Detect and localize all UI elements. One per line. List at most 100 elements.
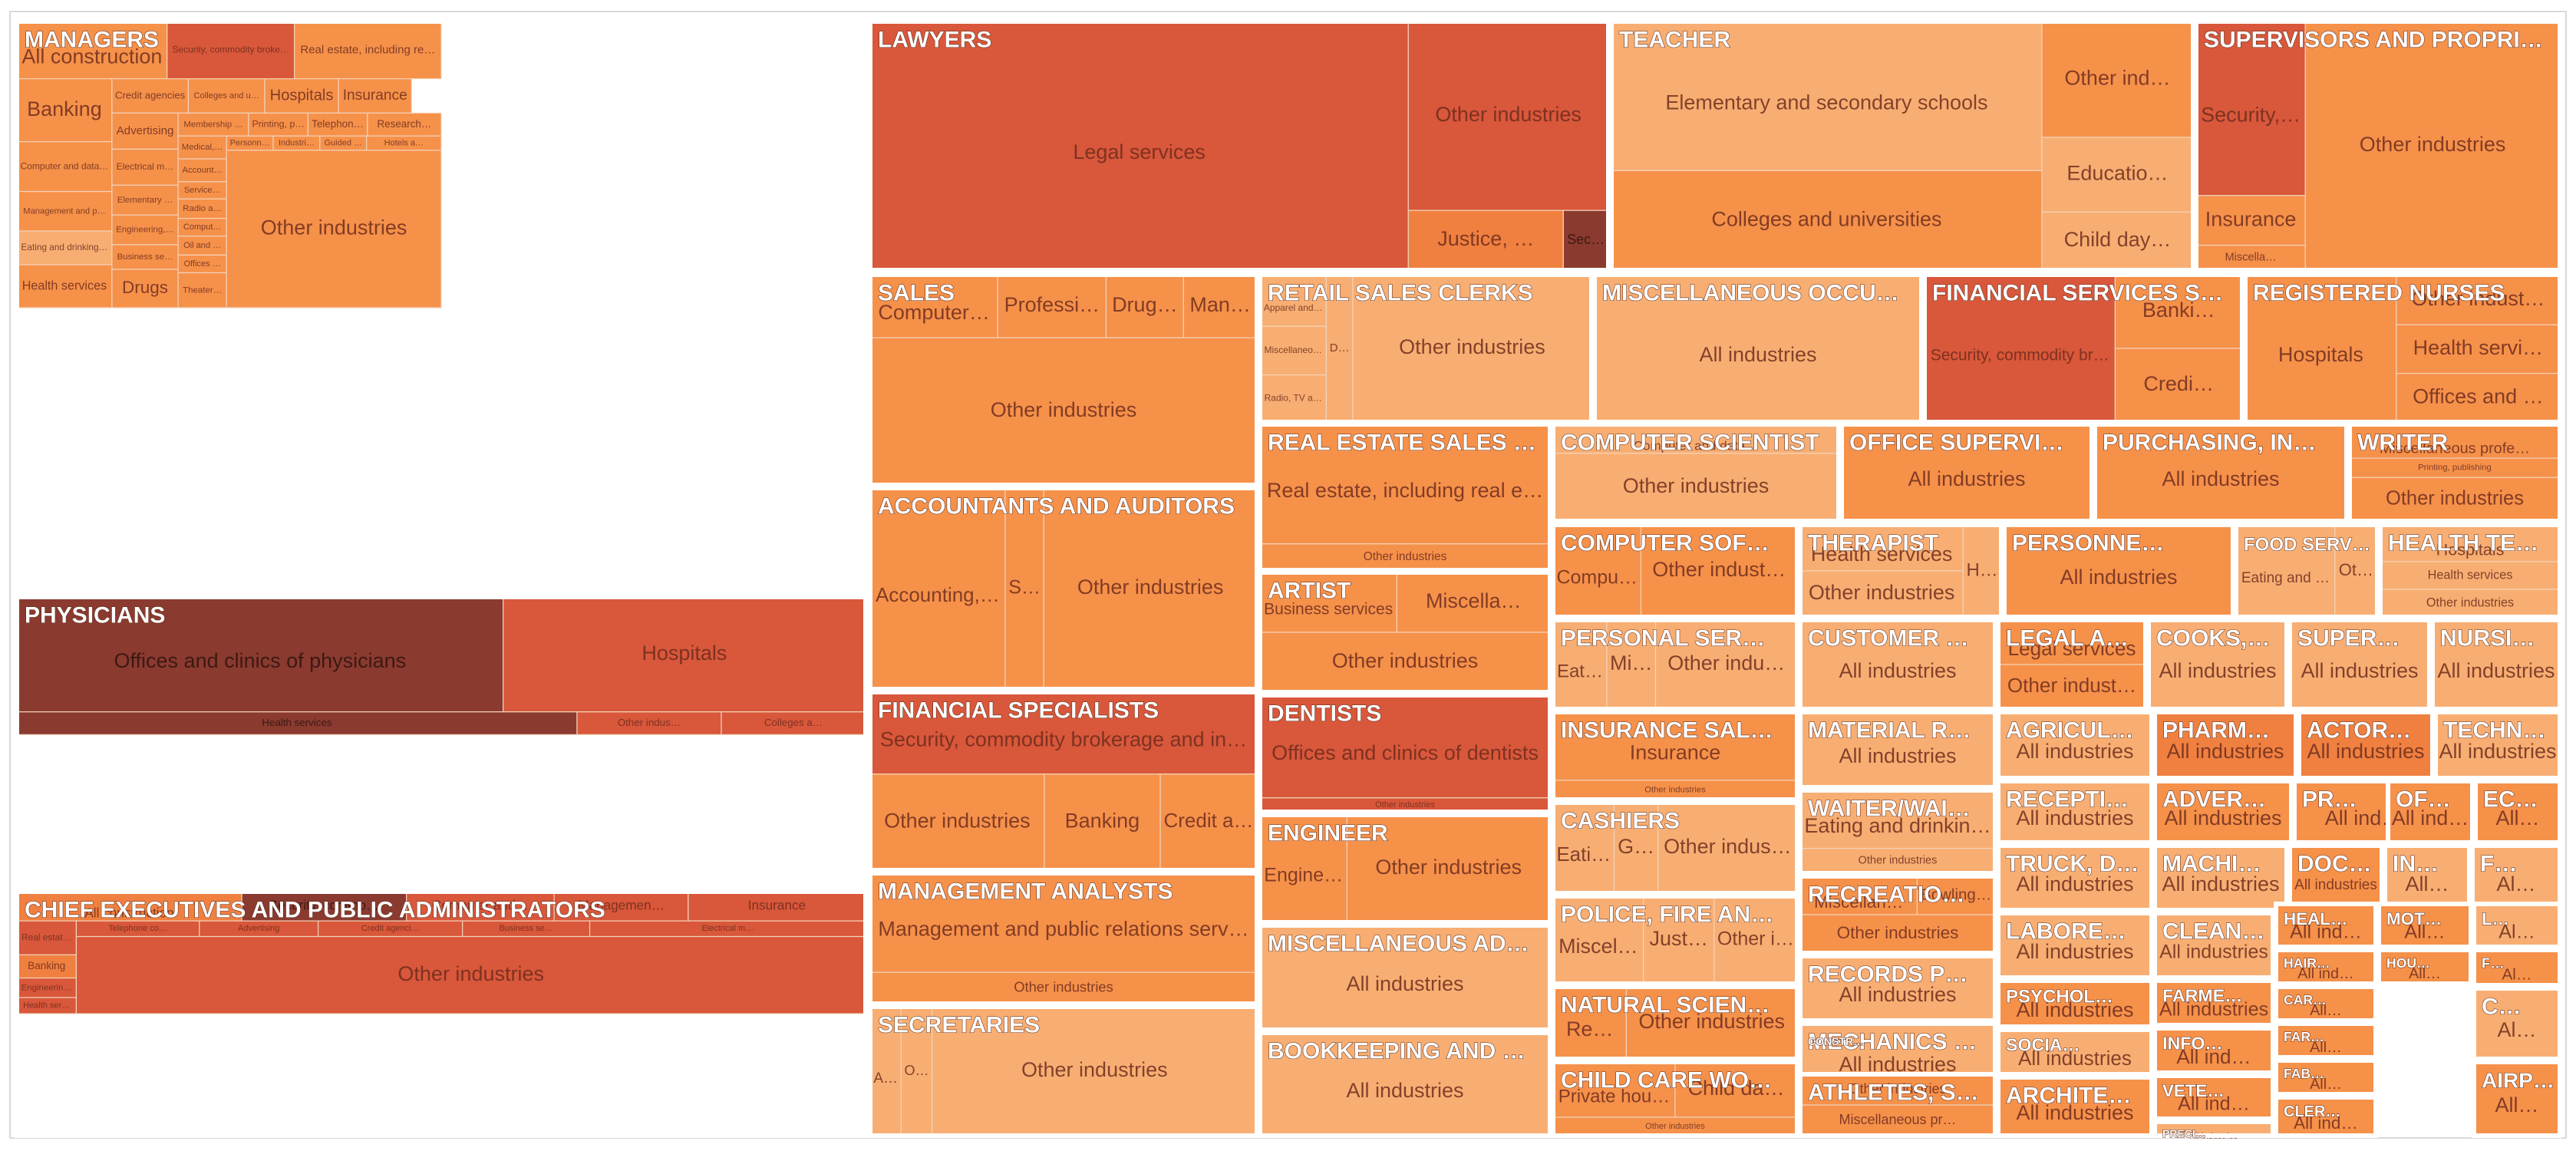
treemap-cell-health-services[interactable] (16, 711, 578, 735)
treemap-cell-man[interactable] (1182, 274, 1258, 338)
treemap-cell-health-services[interactable] (1799, 524, 1964, 572)
treemap-cell-all-industries[interactable] (2298, 711, 2433, 779)
treemap-cell-managemen[interactable] (553, 891, 689, 922)
treemap-cell-banking[interactable] (16, 954, 78, 979)
treemap-cell-other-industries[interactable] (2380, 589, 2561, 618)
treemap-cell-ot[interactable] (2334, 524, 2378, 618)
treemap-cell-electrical-m[interactable] (111, 148, 179, 186)
treemap-cell-s[interactable] (1004, 487, 1044, 690)
treemap-cell-security-commo[interactable] (241, 891, 407, 922)
treemap-cell-theater[interactable] (177, 272, 227, 308)
treemap-cell-other-indust[interactable] (1997, 664, 2146, 710)
treemap-cell-other-industries[interactable] (1259, 632, 1551, 693)
treemap-cell-accounting[interactable] (869, 487, 1006, 690)
treemap-cell-colleges-and-universities[interactable] (1611, 170, 2043, 271)
treemap-cell-other-industries[interactable] (1799, 1073, 1996, 1106)
treemap-cell-other-industries[interactable] (226, 150, 442, 308)
treemap-cell-real-estate-including-re[interactable] (294, 21, 442, 80)
treemap-cell-credi[interactable] (2114, 348, 2243, 423)
treemap-cell-all-industries[interactable] (2154, 845, 2287, 911)
treemap-cell-re[interactable] (1552, 986, 1628, 1060)
treemap-cell-all-industries[interactable] (1259, 925, 1551, 1031)
treemap-cell-h[interactable] (1962, 524, 2002, 618)
treemap-cell-other-ind[interactable] (2041, 21, 2194, 138)
treemap-cell-all-ind[interactable] (2275, 1097, 2376, 1136)
treemap-cell-offices-and-clinics-of-physicians[interactable] (16, 596, 504, 713)
treemap-cell-other-industries[interactable] (75, 935, 866, 1014)
treemap-cell-legal-services[interactable] (1997, 619, 2146, 665)
treemap-cell-all-industries[interactable] (2148, 619, 2287, 710)
treemap-cell-offices-and-clinics-of-dentists[interactable] (1259, 694, 1551, 799)
treemap-cell-credit-agencies[interactable] (111, 78, 190, 114)
treemap-cell-child-day[interactable] (2041, 211, 2194, 271)
treemap-cell-banking[interactable] (16, 78, 113, 143)
treemap-cell-miscellaneous-pr[interactable] (1799, 1104, 1996, 1136)
treemap-cell-other-i[interactable] (1713, 895, 1798, 984)
treemap-cell-all-industries[interactable] (2094, 424, 2347, 522)
treemap-cell-all-industries[interactable] (2154, 711, 2297, 779)
treemap-cell-other-industries[interactable] (869, 971, 1258, 1004)
treemap-cell-elementary[interactable] (111, 184, 179, 216)
treemap-cell-all-industries[interactable] (1259, 1032, 1551, 1136)
treemap-cell-hospitals[interactable] (503, 596, 866, 713)
treemap-cell-other-industries[interactable] (2304, 21, 2561, 271)
treemap-cell-o[interactable] (900, 1006, 933, 1136)
treemap-cell-elementary-and-secondary-schools[interactable] (1611, 21, 2043, 171)
treemap-cell-eating-and-drinking[interactable] (16, 230, 113, 265)
treemap-cell-all-industries[interactable] (2432, 619, 2561, 710)
treemap-cell-miscel[interactable] (1552, 895, 1644, 984)
treemap-cell-insurance[interactable] (1552, 711, 1798, 781)
treemap-cell-all-industries[interactable] (2289, 619, 2430, 710)
treemap-cell-mi[interactable] (1606, 619, 1657, 710)
treemap-cell-other-industries[interactable] (1552, 453, 1839, 522)
treemap-cell-security-commodity-br[interactable] (1924, 274, 2116, 423)
treemap-cell-just[interactable] (1643, 895, 1715, 984)
treemap-cell-miscellaneous-profe[interactable] (2349, 424, 2561, 459)
treemap-cell-offices-and[interactable] (2396, 373, 2561, 423)
treemap-cell-all-industries[interactable] (1799, 711, 1996, 788)
treemap-cell-all[interactable] (2275, 1060, 2376, 1095)
treemap-cell-all[interactable] (2475, 780, 2561, 843)
treemap-cell-medical[interactable] (177, 135, 227, 160)
treemap-cell-printing-publishing[interactable] (2349, 457, 2561, 478)
treemap-cell-insurance[interactable] (2195, 195, 2306, 246)
treemap-cell-other-indust[interactable] (2396, 274, 2561, 325)
treemap-cell-all-industries[interactable] (1594, 274, 1922, 423)
treemap-cell-other-industries[interactable] (869, 773, 1045, 871)
treemap-cell-business-se[interactable] (111, 244, 179, 270)
treemap-cell-other-industries[interactable] (1407, 21, 1609, 211)
treemap-cell-other-industries[interactable] (1799, 570, 1964, 618)
treemap-cell-credit-a[interactable] (1159, 773, 1258, 871)
treemap-cell-hospitals[interactable] (264, 78, 339, 114)
treemap-cell-legal-services[interactable] (869, 21, 1409, 271)
treemap-cell-all-industries[interactable] (1997, 912, 2152, 978)
treemap-cell-all[interactable] (2384, 845, 2470, 911)
treemap-cell-other-indus[interactable] (1657, 802, 1798, 894)
treemap-cell-other-industries[interactable] (1799, 914, 1996, 954)
treemap-cell-drugs[interactable] (111, 269, 179, 308)
treemap-cell-al[interactable] (2473, 988, 2561, 1060)
treemap-cell-engine[interactable] (1259, 814, 1348, 923)
treemap-cell-other-industries[interactable] (1346, 814, 1551, 923)
treemap-cell-miscellan[interactable] (1799, 876, 1918, 915)
treemap-cell-all-industries[interactable] (2154, 780, 2292, 843)
treemap-cell-radio-a[interactable] (177, 198, 227, 219)
treemap-cell-hospitals[interactable] (2245, 274, 2397, 423)
treemap-cell-all-industries[interactable] (1799, 955, 1996, 1021)
treemap-cell-security-commodity-brokerage-and-in[interactable] (869, 691, 1258, 775)
treemap-cell-all[interactable] (2473, 1061, 2561, 1136)
treemap-cell-all-industries[interactable] (2154, 912, 2274, 978)
treemap-cell-health-servi[interactable] (2396, 324, 2561, 374)
treemap-cell-d[interactable] (1325, 274, 1354, 423)
treemap-cell-all-industries[interactable] (1997, 980, 2152, 1027)
treemap-cell-other-industries[interactable] (869, 337, 1258, 486)
treemap-cell-miscella[interactable] (1396, 572, 1551, 633)
treemap-cell-eating-and[interactable] (2235, 524, 2336, 618)
treemap-cell-other-industries[interactable] (1352, 274, 1592, 423)
treemap-cell-educatio[interactable] (2041, 137, 2194, 213)
treemap-cell-banking[interactable] (1044, 773, 1161, 871)
treemap-cell-hospitals[interactable] (2380, 524, 2561, 562)
treemap-cell-other-industries[interactable] (1552, 1116, 1798, 1136)
treemap-cell-all-industries[interactable] (1997, 845, 2152, 911)
treemap-cell-all-industries[interactable] (2004, 524, 2234, 618)
